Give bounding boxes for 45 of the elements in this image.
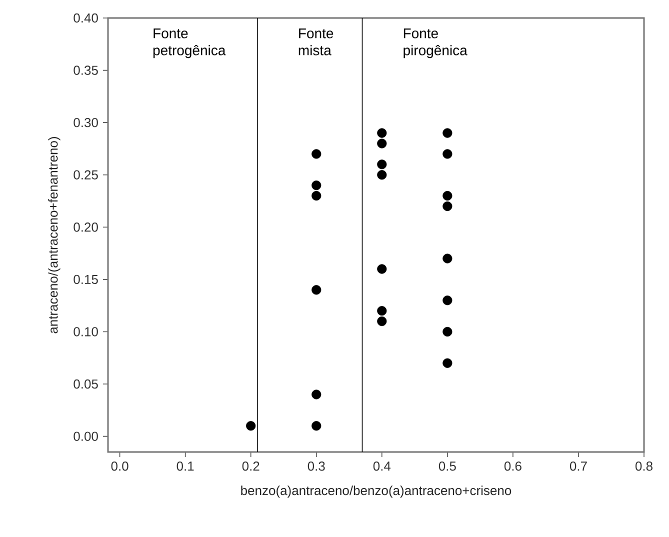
point xyxy=(312,149,322,159)
point xyxy=(442,190,452,201)
y-tick-label: 0.25 xyxy=(74,170,98,180)
y-tick-label: 0.00 xyxy=(74,432,98,441)
point xyxy=(377,138,387,148)
point xyxy=(442,128,452,138)
point xyxy=(442,254,452,264)
annotation: Fonte petrogênica xyxy=(153,28,226,58)
y-axis-title: antraceno/(antraceno+fenantreno) xyxy=(48,137,60,334)
x-tick-label: 0.6 xyxy=(504,462,522,471)
y-tick-label: 0.05 xyxy=(74,379,98,389)
y-tick-label: 0.15 xyxy=(74,274,98,284)
point xyxy=(377,306,387,316)
point xyxy=(312,180,322,190)
x-tick-label: 0.3 xyxy=(308,462,325,471)
point xyxy=(442,201,452,212)
point xyxy=(442,326,452,337)
x-tick-label: 0.0 xyxy=(111,462,128,471)
point xyxy=(246,421,256,431)
x-tick-label: 0.4 xyxy=(373,462,391,471)
point xyxy=(312,390,322,400)
point xyxy=(312,421,322,431)
point xyxy=(442,296,452,306)
point xyxy=(377,316,387,326)
x-axis-title: benzo(a)antraceno/benzo(a)antraceno+criseno xyxy=(241,486,512,498)
x-tick-label: 0.1 xyxy=(176,462,194,471)
y-tick-label: 0.35 xyxy=(74,66,98,75)
point xyxy=(377,128,387,138)
x-tick-label: 0.8 xyxy=(635,462,652,471)
y-tick-label: 0.40 xyxy=(74,13,98,23)
point xyxy=(377,264,387,274)
point xyxy=(312,190,322,201)
y-tick-label: 0.20 xyxy=(74,222,98,232)
y-tick-label: 0.10 xyxy=(74,327,98,336)
point xyxy=(377,160,387,170)
point xyxy=(442,358,452,368)
annotation: Fonte mista xyxy=(298,28,334,56)
annotation: Fonte pirogênica xyxy=(404,28,468,58)
point xyxy=(377,170,387,180)
x-tick-label: 0.7 xyxy=(570,462,587,471)
x-tick-label: 0.5 xyxy=(438,462,456,471)
x-tick-label: 0.2 xyxy=(242,462,260,471)
point xyxy=(442,149,452,159)
y-tick-label: 0.30 xyxy=(74,118,98,128)
point xyxy=(312,285,322,295)
